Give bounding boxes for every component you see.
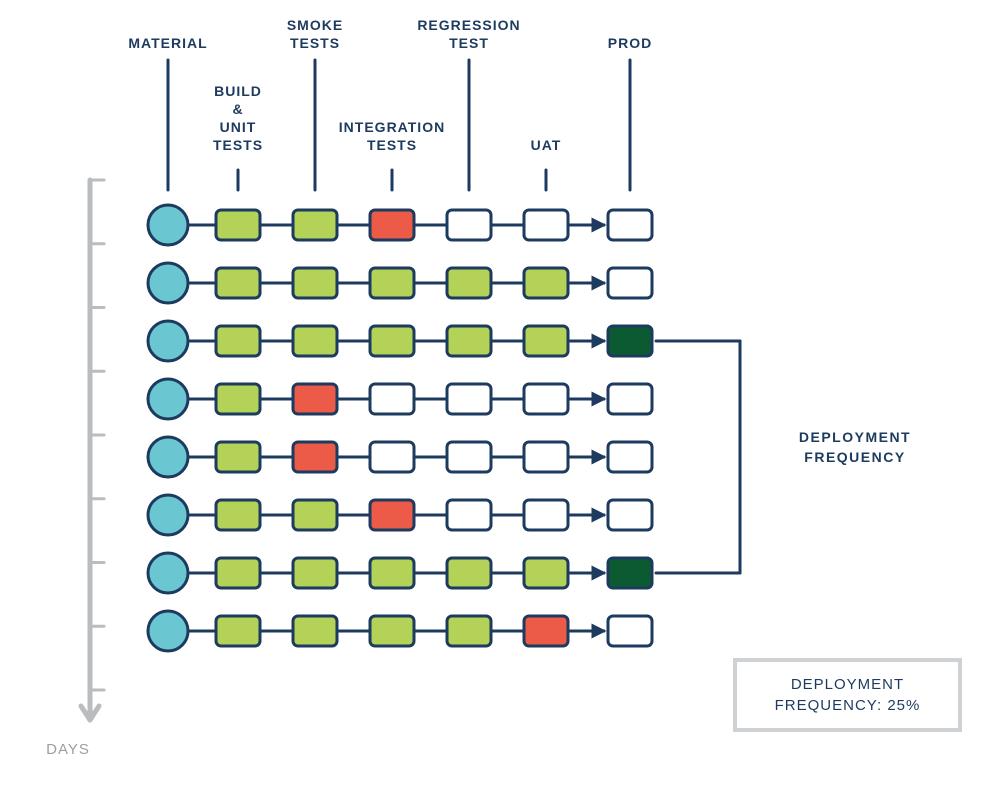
pipeline-row: [148, 553, 652, 593]
stage-box: [216, 500, 260, 530]
pipeline-rows: [148, 205, 652, 651]
stage-box: [293, 384, 337, 414]
stage-label: TEST: [449, 35, 489, 51]
stage-box: [447, 268, 491, 298]
stage-box: [608, 442, 652, 472]
svg-text:DAYS: DAYS: [46, 741, 90, 758]
stage-label: REGRESSION: [417, 17, 520, 33]
stage-box: [293, 268, 337, 298]
svg-text:DEPLOYMENT: DEPLOYMENT: [799, 429, 911, 445]
svg-text:FREQUENCY: 25%: FREQUENCY: 25%: [775, 697, 921, 714]
stage-box: [608, 210, 652, 240]
stage-box: [447, 326, 491, 356]
stage-box: [524, 384, 568, 414]
pipeline-row: [148, 205, 652, 245]
stage-box: [447, 558, 491, 588]
stage-box: [216, 210, 260, 240]
stage-box: [370, 210, 414, 240]
stage-box: [370, 500, 414, 530]
stage-box: [370, 268, 414, 298]
stage-label: INTEGRATION: [339, 119, 445, 135]
stage-label: MATERIAL: [128, 35, 207, 51]
stage-box: [293, 616, 337, 646]
stage-box: [293, 500, 337, 530]
stage-label: BUILD: [214, 83, 262, 99]
stage-label: SMOKE: [287, 17, 343, 33]
stage-box: [293, 558, 337, 588]
stats-box: DEPLOYMENT FREQUENCY: 25%: [735, 660, 960, 730]
stage-label: TESTS: [290, 35, 340, 51]
stage-box: [524, 442, 568, 472]
stage-label: TESTS: [367, 137, 417, 153]
material-circle: [148, 379, 188, 419]
pipeline-row: [148, 437, 652, 477]
pipeline-row: [148, 611, 652, 651]
stage-box: [216, 558, 260, 588]
pipeline-row: [148, 379, 652, 419]
stage-box: [216, 268, 260, 298]
stage-box: [293, 210, 337, 240]
stage-box: [216, 442, 260, 472]
svg-text:DEPLOYMENT: DEPLOYMENT: [791, 676, 904, 693]
stage-box: [370, 558, 414, 588]
stage-box: [524, 616, 568, 646]
stage-box: [293, 442, 337, 472]
stage-label: &: [232, 101, 243, 117]
stage-box: [447, 616, 491, 646]
stage-box: [447, 442, 491, 472]
stage-box: [370, 616, 414, 646]
material-circle: [148, 437, 188, 477]
svg-text:FREQUENCY: FREQUENCY: [804, 449, 905, 465]
stage-headers: MATERIAL BUILD & UNIT TESTS SMOKE TESTS INTEGRA…: [128, 17, 652, 190]
stage-box: [524, 210, 568, 240]
stage-box: [293, 326, 337, 356]
material-circle: [148, 611, 188, 651]
material-circle: [148, 205, 188, 245]
stage-box: [370, 442, 414, 472]
pipeline-row: [148, 495, 652, 535]
stage-box: [216, 616, 260, 646]
stage-box: [447, 210, 491, 240]
stage-box: [524, 268, 568, 298]
pipeline-diagram: DAYS MATERIAL BUILD & UNIT TESTS SMOKE TESTS INT…: [0, 0, 1000, 787]
deploy-frequency-bracket: DEPLOYMENT FREQUENCY: [656, 341, 911, 573]
stage-box: [608, 268, 652, 298]
material-circle: [148, 321, 188, 361]
stage-label: UAT: [531, 137, 562, 153]
days-axis: DAYS: [46, 180, 104, 758]
stage-label: UNIT: [220, 119, 257, 135]
stage-box: [447, 384, 491, 414]
stage-box: [524, 500, 568, 530]
pipeline-row: [148, 321, 652, 361]
stage-box: [524, 326, 568, 356]
stage-box: [370, 384, 414, 414]
stage-box: [608, 326, 652, 356]
stage-box: [370, 326, 414, 356]
stage-box: [216, 384, 260, 414]
stage-box: [216, 326, 260, 356]
stage-box: [608, 616, 652, 646]
stage-box: [524, 558, 568, 588]
pipeline-row: [148, 263, 652, 303]
stage-label: PROD: [608, 35, 652, 51]
stage-box: [447, 500, 491, 530]
material-circle: [148, 553, 188, 593]
material-circle: [148, 495, 188, 535]
stage-box: [608, 500, 652, 530]
stage-box: [608, 558, 652, 588]
stage-label: TESTS: [213, 137, 263, 153]
stage-box: [608, 384, 652, 414]
material-circle: [148, 263, 188, 303]
